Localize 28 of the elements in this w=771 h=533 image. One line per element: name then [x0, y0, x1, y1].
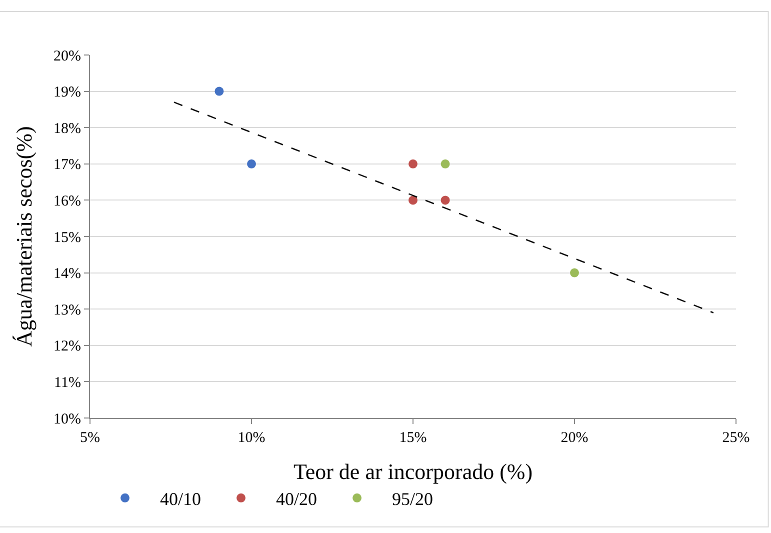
point [247, 159, 256, 168]
y-tick-label: 19% [54, 84, 81, 101]
y-tick-label: 11% [54, 374, 81, 391]
legend-label: 40/20 [276, 488, 318, 509]
x-tick-label: 15% [399, 430, 427, 446]
point [570, 268, 579, 278]
y-tick-label: 18% [54, 120, 81, 137]
y-tick-label: 10% [54, 411, 81, 428]
x-axis-title: Teor de ar incorporado (%) [293, 458, 533, 484]
legend-label: 95/20 [392, 488, 434, 509]
point [408, 196, 418, 205]
point [440, 196, 450, 205]
y-axis-title: Água/materiais secos(%) [11, 126, 36, 347]
y-tick-label: 14% [54, 266, 81, 282]
y-tick-label: 15% [54, 230, 81, 246]
point [214, 86, 224, 96]
y-tick-label: 16% [54, 193, 81, 210]
legend-label: 40/10 [160, 488, 202, 509]
y-tick-label: 20% [54, 48, 81, 64]
y-tick-label: 13% [54, 302, 81, 318]
y-tick-label: 12% [54, 338, 81, 355]
point [440, 159, 450, 168]
x-tick-label: 20% [560, 430, 588, 446]
x-tick-label: 5% [80, 430, 100, 446]
x-tick-label: 25% [722, 430, 750, 446]
x-tick-label: 10% [238, 430, 266, 446]
point [408, 159, 418, 168]
y-tick-label: 17% [54, 157, 81, 174]
